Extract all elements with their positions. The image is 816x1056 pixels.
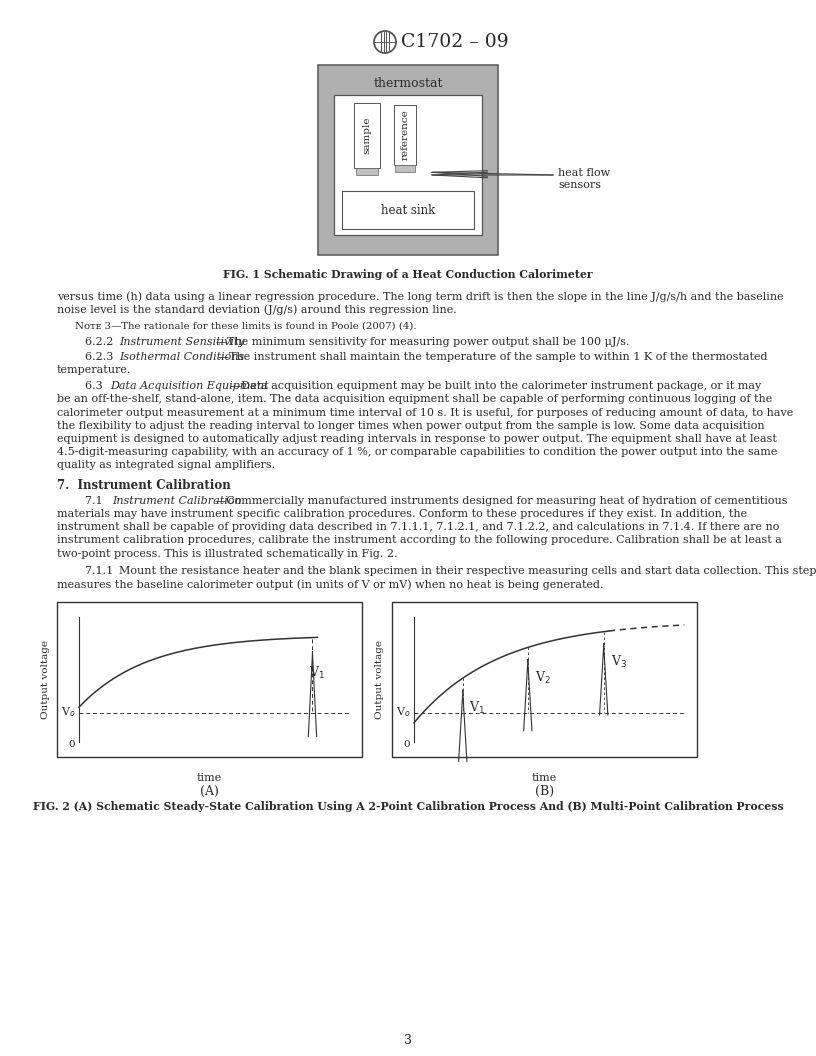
Text: be an off-the-shelf, stand-alone, item. The data acquisition equipment shall be : be an off-the-shelf, stand-alone, item. …: [57, 394, 772, 404]
Bar: [318, 65, 498, 254]
Text: reference: reference: [401, 110, 410, 161]
Text: —The instrument shall maintain the temperature of the sample to within 1 K of th: —The instrument shall maintain the tempe…: [218, 352, 768, 362]
Bar: [392, 602, 697, 757]
Text: equipment is designed to automatically adjust reading intervals in response to p: equipment is designed to automatically a…: [57, 434, 777, 444]
Text: —The minimum sensitivity for measuring power output shall be 100 μJ/s.: —The minimum sensitivity for measuring p…: [216, 337, 629, 346]
Text: temperature.: temperature.: [57, 365, 131, 375]
Text: two-point process. This is illustrated schematically in Fig. 2.: two-point process. This is illustrated s…: [57, 549, 397, 559]
Text: 7.1.1: 7.1.1: [85, 566, 120, 576]
Text: Output voltage: Output voltage: [375, 640, 384, 719]
Text: V$_o$: V$_o$: [61, 705, 76, 719]
Text: the flexibility to adjust the reading interval to longer times when power output: the flexibility to adjust the reading in…: [57, 420, 765, 431]
Text: materials may have instrument specific calibration procedures. Conform to these : materials may have instrument specific c…: [57, 509, 747, 518]
Text: Data Acquisition Equipment: Data Acquisition Equipment: [110, 381, 268, 391]
Text: Nᴏᴛᴇ 3—The rationale for these limits is found in Poole (2007) (4).: Nᴏᴛᴇ 3—The rationale for these limits is…: [75, 321, 417, 331]
Bar: [394, 105, 416, 165]
Text: 0: 0: [69, 740, 75, 749]
Text: —Data acquisition equipment may be built into the calorimeter instrument package: —Data acquisition equipment may be built…: [230, 381, 761, 391]
Bar: [354, 103, 380, 168]
Text: time: time: [532, 773, 557, 784]
Text: V$_3$: V$_3$: [610, 654, 627, 670]
Bar: [57, 602, 362, 757]
Text: 4.5-digit-measuring capability, with an accuracy of 1 %, or comparable capabilit: 4.5-digit-measuring capability, with an …: [57, 447, 778, 457]
Text: measures the baseline calorimeter output (in units of V or mV) when no heat is b: measures the baseline calorimeter output…: [57, 579, 604, 589]
Bar: [356, 168, 378, 175]
Text: 6.2.3: 6.2.3: [85, 352, 121, 362]
Text: (B): (B): [535, 786, 554, 798]
Text: sample: sample: [362, 117, 371, 154]
Text: 7.  Instrument Calibration: 7. Instrument Calibration: [57, 478, 231, 492]
Bar: [334, 95, 482, 235]
Text: 0: 0: [403, 740, 410, 749]
Text: Output voltage: Output voltage: [41, 640, 50, 719]
Text: instrument calibration procedures, calibrate the instrument according to the fol: instrument calibration procedures, calib…: [57, 535, 782, 545]
Text: V$_1$: V$_1$: [468, 700, 485, 716]
Text: instrument shall be capable of providing data described in 7.1.1.1, 7.1.2.1, and: instrument shall be capable of providing…: [57, 523, 779, 532]
Text: —Commercially manufactured instruments designed for measuring heat of hydration : —Commercially manufactured instruments d…: [215, 496, 787, 506]
Text: 6.2.2: 6.2.2: [85, 337, 121, 346]
Text: sensors: sensors: [558, 180, 601, 190]
Text: Mount the resistance heater and the blank specimen in their respective measuring: Mount the resistance heater and the blan…: [119, 566, 816, 576]
Text: V$_2$: V$_2$: [534, 670, 551, 685]
Text: versus time (h) data using a linear regression procedure. The long term drift is: versus time (h) data using a linear regr…: [57, 291, 783, 302]
Text: heat sink: heat sink: [381, 204, 435, 216]
Text: noise level is the standard deviation (J/g/s) around this regression line.: noise level is the standard deviation (J…: [57, 304, 457, 315]
Text: FIG. 2 (A) Schematic Steady-State Calibration Using A 2-Point Calibration Proces: FIG. 2 (A) Schematic Steady-State Calibr…: [33, 802, 783, 812]
Text: time: time: [197, 773, 222, 784]
Text: 7.1: 7.1: [85, 496, 109, 506]
Text: heat flow: heat flow: [558, 168, 610, 178]
Text: FIG. 1 Schematic Drawing of a Heat Conduction Calorimeter: FIG. 1 Schematic Drawing of a Heat Condu…: [224, 269, 592, 280]
Bar: [395, 165, 415, 172]
Text: 6.3: 6.3: [85, 381, 109, 391]
Text: C1702 – 09: C1702 – 09: [401, 33, 508, 51]
Text: Isothermal Conditions: Isothermal Conditions: [119, 352, 244, 362]
Text: calorimeter output measurement at a minimum time interval of 10 s. It is useful,: calorimeter output measurement at a mini…: [57, 408, 793, 417]
Text: Instrument Sensitivity: Instrument Sensitivity: [119, 337, 245, 346]
Text: (A): (A): [200, 786, 219, 798]
Text: V$_1$: V$_1$: [309, 665, 326, 681]
Text: 3: 3: [404, 1034, 412, 1046]
Bar: [342, 191, 474, 229]
Text: Instrument Calibration: Instrument Calibration: [112, 496, 242, 506]
Text: V$_o$: V$_o$: [397, 705, 411, 719]
Text: thermostat: thermostat: [373, 77, 443, 90]
Text: quality as integrated signal amplifiers.: quality as integrated signal amplifiers.: [57, 460, 275, 470]
